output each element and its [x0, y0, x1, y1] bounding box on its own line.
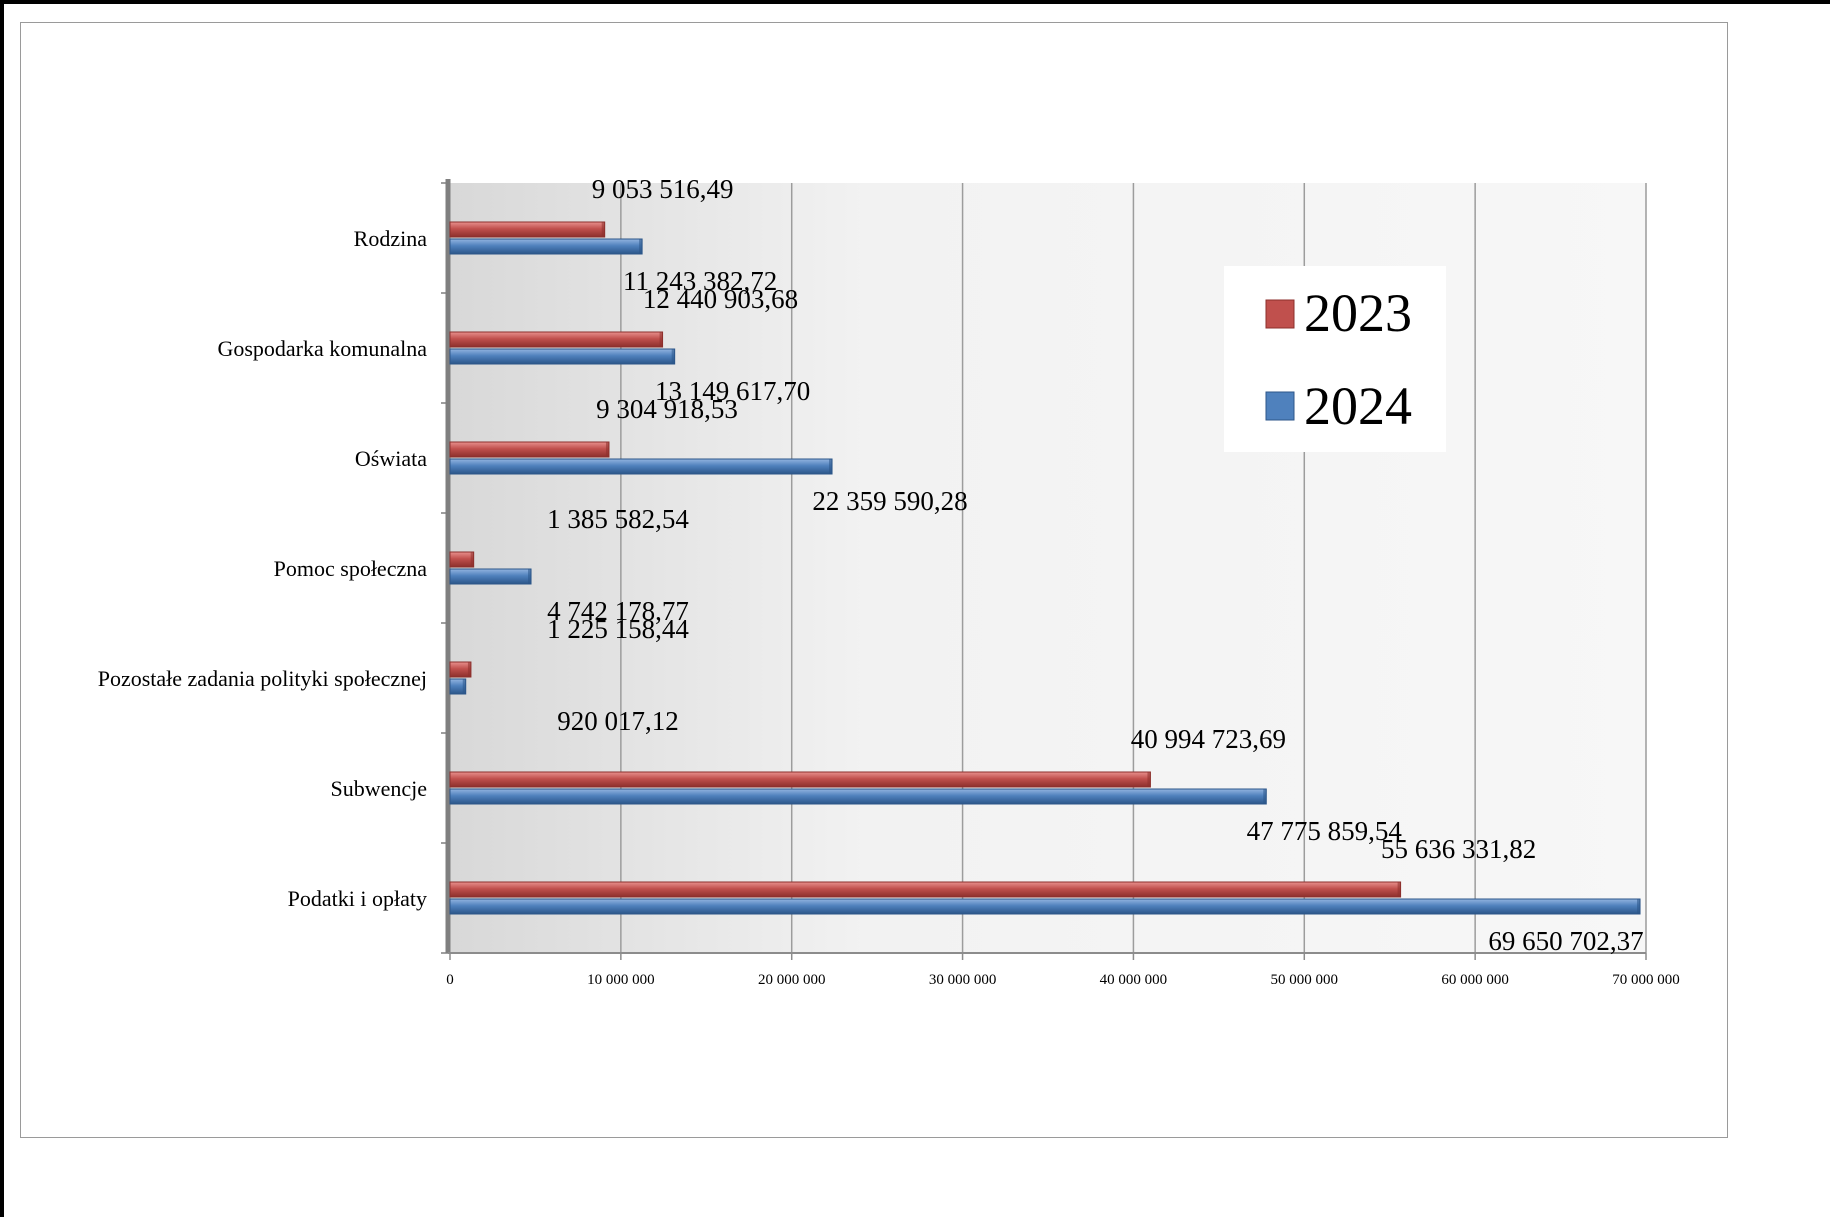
- bar-end-2024: [528, 569, 532, 584]
- data-label-2023: 9 053 516,49: [592, 174, 734, 204]
- category-label: Oświata: [355, 446, 427, 471]
- bar-end-2024: [1263, 789, 1267, 804]
- bar-end-2024: [829, 459, 833, 474]
- x-tick-label: 60 000 000: [1441, 972, 1509, 988]
- x-tick-label: 0: [446, 972, 454, 988]
- bar-end-2023: [659, 332, 663, 347]
- data-label-2024: 47 775 859,54: [1247, 816, 1403, 846]
- x-tick-label: 40 000 000: [1100, 972, 1168, 988]
- bar-end-2024: [462, 679, 466, 694]
- legend: 2023 2024: [1224, 266, 1446, 452]
- x-tick-label: 70 000 000: [1612, 972, 1680, 988]
- category-label: Subwencje: [330, 776, 427, 801]
- bar-end-2024: [1637, 899, 1641, 914]
- data-label-2024: 11 243 382,72: [623, 266, 777, 296]
- bar-2023: [449, 551, 475, 568]
- legend-box: [1224, 266, 1446, 452]
- bar-2023: [449, 441, 610, 458]
- bar-2024: [449, 568, 532, 585]
- data-label-2023: 9 304 918,53: [596, 394, 738, 424]
- x-tick-label: 30 000 000: [929, 972, 997, 988]
- bar-end-2023: [1147, 772, 1151, 787]
- category-label: Pomoc społeczna: [274, 556, 428, 581]
- data-label-2024: 920 017,12: [557, 706, 679, 736]
- bar-end-2023: [1397, 882, 1401, 897]
- bar-end-2023: [470, 552, 474, 567]
- data-label-2023: 12 440 903,68: [643, 284, 798, 314]
- x-tick-label: 20 000 000: [758, 972, 826, 988]
- data-label-2023: 55 636 331,82: [1381, 834, 1536, 864]
- legend-swatch-2023: [1265, 299, 1295, 329]
- bar-2024: [449, 238, 643, 255]
- bar-2023: [449, 661, 472, 678]
- legend-label-2024: 2024: [1304, 376, 1412, 436]
- category-label: Rodzina: [354, 226, 428, 251]
- bar-end-2023: [605, 442, 609, 457]
- data-label-2024: 4 742 178,77: [547, 596, 689, 626]
- bar-2024: [449, 348, 676, 365]
- data-label-2023: 1 385 582,54: [547, 504, 689, 534]
- data-label-2023: 1 225 158,44: [547, 614, 689, 644]
- bar-end-2023: [467, 662, 471, 677]
- data-label-2024: 69 650 702,37: [1488, 926, 1643, 956]
- x-tick-label: 50 000 000: [1271, 972, 1339, 988]
- plot-wall: [450, 183, 1646, 953]
- category-label: Pozostałe zadania polityki społecznej: [98, 666, 427, 691]
- data-label-2024: 22 359 590,28: [812, 486, 967, 516]
- category-label: Podatki i opłaty: [288, 886, 427, 911]
- legend-swatch-2024: [1265, 391, 1295, 421]
- category-label: Gospodarka komunalna: [217, 336, 427, 361]
- data-label-2023: 40 994 723,69: [1131, 724, 1286, 754]
- legend-label-2023: 2023: [1304, 283, 1412, 343]
- bar-2024: [449, 458, 833, 475]
- bar-end-2024: [639, 239, 643, 254]
- bar-2024: [449, 898, 1641, 915]
- bar-2023: [449, 221, 606, 238]
- bar-2024: [449, 788, 1267, 805]
- bar-end-2024: [671, 349, 675, 364]
- bar-end-2023: [601, 222, 605, 237]
- bar-2023: [449, 331, 664, 348]
- data-label-2024: 13 149 617,70: [655, 376, 810, 406]
- bar-2023: [449, 881, 1402, 898]
- bar-2023: [449, 771, 1151, 788]
- x-tick-label: 10 000 000: [587, 972, 655, 988]
